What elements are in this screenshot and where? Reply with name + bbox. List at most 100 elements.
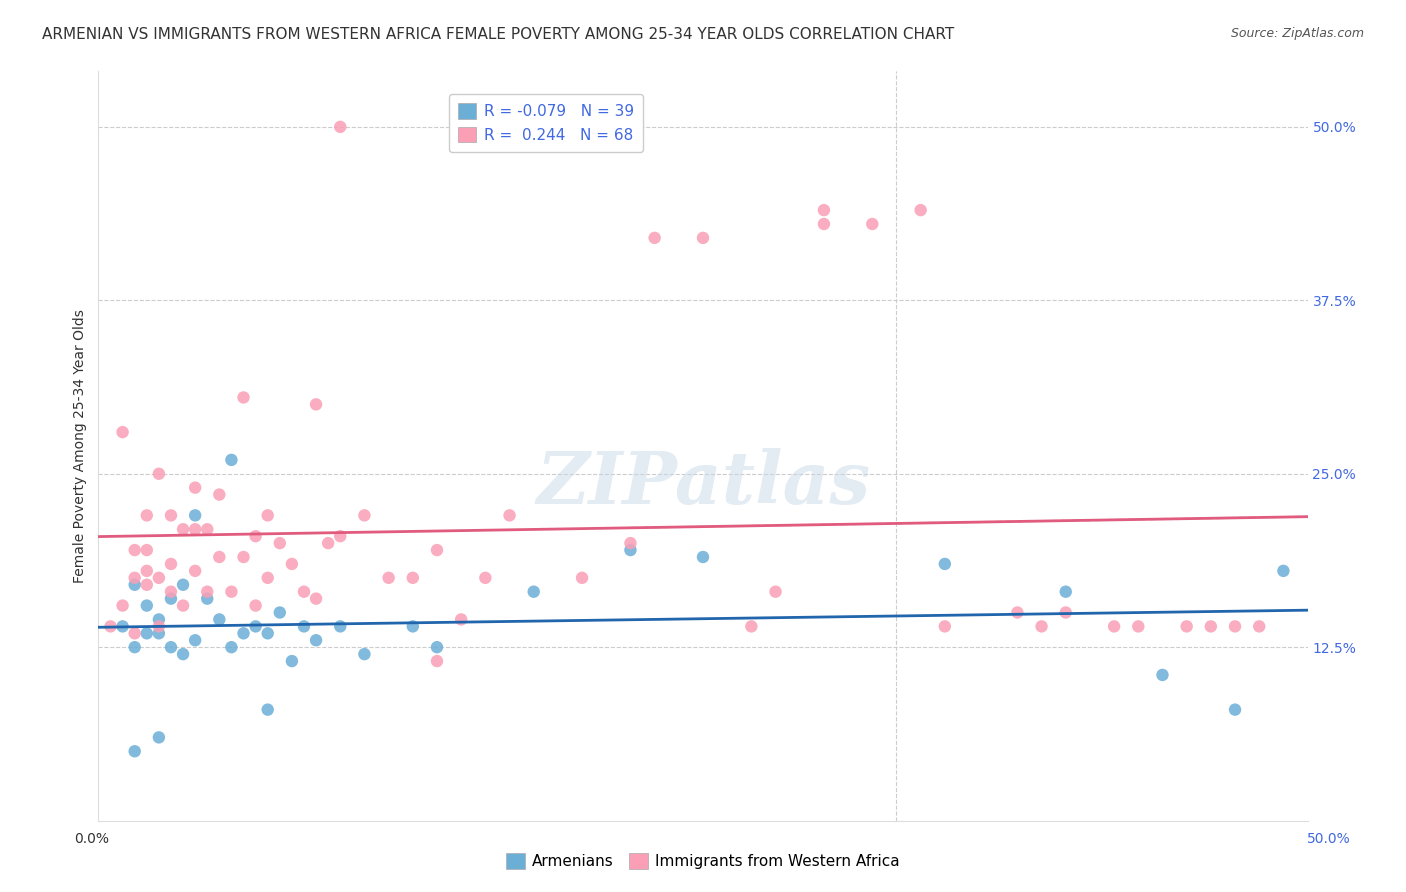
Point [160,557,183,571]
Point [148,571,170,585]
Point [195,584,218,599]
Point [135,508,157,523]
Point [124,578,146,592]
Point [934,557,956,571]
Point [353,508,375,523]
Point [148,626,170,640]
Point [329,619,352,633]
Point [1223,619,1246,633]
Point [619,543,641,558]
Point [221,640,243,655]
Point [100,619,122,633]
Point [160,591,183,606]
Point [172,599,194,613]
Point [450,612,472,626]
Point [184,508,207,523]
Point [692,549,714,564]
Point [1199,619,1222,633]
Point [221,584,243,599]
Point [1054,584,1077,599]
Point [111,425,134,439]
Point [316,536,339,550]
Point [1054,606,1077,620]
Point [523,584,546,599]
Legend: R = -0.079   N = 39, R =  0.244   N = 68: R = -0.079 N = 39, R = 0.244 N = 68 [449,94,643,152]
Point [208,612,231,626]
Point [245,599,267,613]
Point [426,654,449,668]
Point [1249,619,1271,633]
Point [135,626,157,640]
Point [1272,564,1295,578]
Point [426,543,449,558]
Point [135,599,157,613]
Point [124,571,146,585]
Point [208,487,231,501]
Text: Source: ZipAtlas.com: Source: ZipAtlas.com [1230,27,1364,40]
Point [1102,619,1125,633]
Point [221,453,243,467]
Point [619,536,641,550]
Point [740,619,762,633]
Point [256,703,278,717]
Point [195,591,218,606]
Text: ARMENIAN VS IMMIGRANTS FROM WESTERN AFRICA FEMALE POVERTY AMONG 25-34 YEAR OLDS : ARMENIAN VS IMMIGRANTS FROM WESTERN AFRI… [42,27,955,42]
Point [269,606,291,620]
Point [148,731,170,745]
Point [184,633,207,648]
Point [329,529,352,543]
Point [124,640,146,655]
Point [135,543,157,558]
Point [135,578,157,592]
Text: 50.0%: 50.0% [1306,832,1351,846]
Point [305,591,328,606]
Point [245,529,267,543]
Point [160,640,183,655]
Point [910,203,932,218]
Point [292,584,315,599]
Point [256,508,278,523]
Point [934,619,956,633]
Point [148,612,170,626]
Point [305,397,328,411]
Point [269,536,291,550]
Point [644,231,666,245]
Point [281,557,304,571]
Point [1128,619,1150,633]
Point [124,543,146,558]
Point [172,522,194,536]
Point [148,619,170,633]
Text: 0.0%: 0.0% [75,832,108,846]
Point [124,626,146,640]
Point [232,626,254,640]
Point [571,571,593,585]
Point [184,481,207,495]
Point [813,217,835,231]
Point [426,640,449,655]
Point [860,217,883,231]
Point [1152,668,1174,682]
Point [232,549,254,564]
Point [256,626,278,640]
Point [765,584,787,599]
Point [474,571,496,585]
Point [402,571,425,585]
Point [402,619,425,633]
Point [111,619,134,633]
Point [329,120,352,134]
Legend: Armenians, Immigrants from Western Africa: Armenians, Immigrants from Western Afric… [501,847,905,875]
Point [124,744,146,758]
Point [184,522,207,536]
Point [208,549,231,564]
Point [377,571,399,585]
Point [195,522,218,536]
Point [692,231,714,245]
Point [160,508,183,523]
Point [353,647,375,661]
Point [1007,606,1029,620]
Point [498,508,520,523]
Point [172,578,194,592]
Point [172,647,194,661]
Point [148,467,170,481]
Point [1223,703,1246,717]
